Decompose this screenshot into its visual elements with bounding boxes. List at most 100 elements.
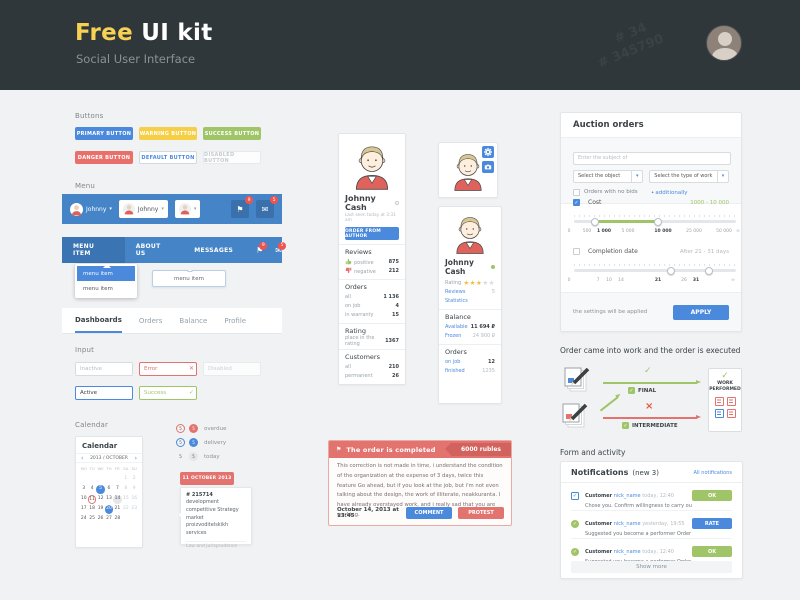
calendar-day[interactable]: 24	[80, 516, 87, 522]
user-menu[interactable]: Johnny ▾	[70, 202, 112, 216]
calendar-day[interactable]: 25	[89, 516, 95, 522]
slider-handle-min[interactable]	[667, 266, 675, 275]
menu-item-messages[interactable]: MESSAGES	[194, 246, 234, 254]
calendar-day-selected[interactable]: 20	[104, 505, 114, 514]
user-menu-chip[interactable]: Johnny ▾	[118, 200, 168, 218]
date-scale-tick: 0	[567, 278, 571, 283]
warning-button[interactable]: WARNING BUTTON	[139, 127, 197, 140]
subject-input[interactable]	[573, 151, 731, 165]
calendar-day[interactable]: 23	[131, 506, 138, 512]
menu-item-active[interactable]: MENU ITEM	[62, 237, 125, 263]
calendar-prev-button[interactable]: ‹	[81, 454, 84, 462]
completion-date-checkbox[interactable]	[573, 248, 580, 255]
calendar-day[interactable]: 13	[106, 496, 112, 502]
calendar-day[interactable]: 3	[82, 485, 86, 491]
calendar-day-today[interactable]: 14	[113, 495, 122, 504]
calendar-day[interactable]: 7	[115, 485, 119, 491]
show-more-button[interactable]: Show more	[571, 561, 732, 573]
calendar-day[interactable]: 12	[97, 496, 104, 502]
slider-handle-min[interactable]	[591, 217, 599, 226]
all-notifications-link[interactable]: All notifications	[693, 469, 732, 476]
document-pencil-icon	[564, 367, 590, 392]
tab-profile[interactable]: Profile	[224, 316, 247, 325]
messages-button[interactable]: ✉ 5	[275, 241, 286, 255]
nick-link[interactable]: nick_name	[613, 521, 641, 528]
calendar-day[interactable]: 19	[97, 506, 104, 512]
rate-button[interactable]: RATE	[692, 518, 732, 529]
chevron-down-icon: ▾	[161, 205, 164, 212]
calendar-day[interactable]: 9	[132, 485, 136, 491]
slider-handle-max[interactable]	[654, 217, 662, 226]
success-button[interactable]: SUCCESS BUTTON	[203, 127, 261, 140]
notification-text: Chose you. Confirm willingness to carry …	[585, 502, 692, 509]
nick-link[interactable]: nick_name	[613, 549, 641, 556]
tab-dashboards[interactable]: Dashboards	[75, 308, 122, 333]
tab-orders[interactable]: Orders	[138, 316, 163, 325]
object-select[interactable]: Select the object ▾	[573, 169, 644, 183]
ok-button[interactable]: OK	[692, 490, 732, 501]
calendar-day-overdue[interactable]: 11	[87, 495, 97, 504]
calendar-day[interactable]: 4	[90, 485, 94, 491]
primary-button[interactable]: PRIMARY BUTTON	[75, 127, 133, 140]
error-input[interactable]	[139, 362, 197, 376]
legend-row-overdue: 5 5 overdue	[176, 424, 227, 433]
calendar-day[interactable]: 6	[107, 485, 111, 491]
dropdown-item[interactable]: menu item	[83, 285, 113, 292]
inactive-input[interactable]	[75, 362, 133, 376]
messages-button[interactable]: ✉ 5	[256, 196, 278, 218]
nick-link[interactable]: nick_name	[613, 493, 641, 500]
error-icon: ✕	[189, 365, 195, 372]
danger-button[interactable]: DANGER BUTTON	[75, 151, 133, 164]
calendar-day-selected[interactable]: 5	[96, 484, 105, 494]
intermediate-label-row: ✓ INTERMEDIATE	[622, 422, 678, 429]
user-avatar[interactable]	[706, 25, 742, 61]
online-dot-icon	[491, 265, 495, 269]
dropdown-item-selected[interactable]: menu item	[77, 266, 135, 281]
calendar-day[interactable]: 8	[124, 485, 128, 491]
available-link[interactable]: Available	[445, 323, 468, 330]
additionally-link[interactable]: ▴ additionally	[651, 188, 688, 196]
active-input[interactable]	[75, 386, 133, 400]
calendar-day[interactable]: 15	[123, 496, 129, 502]
change-photo-button[interactable]	[482, 161, 494, 173]
success-input[interactable]	[139, 386, 197, 400]
calendar-day[interactable]: 2	[132, 475, 136, 481]
order-from-author-button[interactable]: ORDER FROM AUTHOR	[345, 227, 399, 240]
calendar-next-button[interactable]: ›	[134, 454, 137, 462]
tab-balance[interactable]: Balance	[179, 316, 208, 325]
notifications-button[interactable]: ⚑ 9	[256, 241, 268, 255]
cost-checkbox[interactable]: ✓	[573, 199, 580, 206]
slider-handle-max[interactable]	[705, 266, 713, 275]
ok-button[interactable]: OK	[692, 546, 732, 557]
calendar-day[interactable]: 27	[106, 516, 112, 522]
calendar-day[interactable]: 18	[89, 506, 95, 512]
calendar-day[interactable]: 10	[80, 496, 87, 502]
protest-button[interactable]: PROTEST	[458, 507, 504, 519]
calendar-day[interactable]: 28	[114, 516, 121, 522]
avatar-menu-chip[interactable]: ▾	[174, 200, 201, 218]
legend-label: today	[204, 453, 220, 460]
calendar-day[interactable]: 17	[80, 506, 87, 512]
settings-button[interactable]	[482, 146, 494, 158]
apply-button[interactable]: APPLY	[673, 304, 729, 320]
default-button[interactable]: DEFAULT BUTTON	[139, 151, 197, 164]
finished-link[interactable]: finished	[445, 367, 465, 374]
work-type-select[interactable]: Select the type of work ▾	[649, 169, 729, 183]
calendar-day[interactable]: 22	[122, 506, 129, 512]
statistics-link[interactable]: Statistics	[445, 297, 468, 304]
reviews-link[interactable]: Reviews	[445, 288, 466, 295]
comment-button[interactable]: COMMENT	[406, 507, 452, 519]
notification-item: ✓ Customer nick_name today, 12:40 Chose …	[561, 482, 742, 509]
on-job-link[interactable]: on job	[445, 358, 461, 365]
calendar-day[interactable]: 26	[97, 516, 104, 522]
date-slider[interactable]	[574, 266, 736, 275]
calendar-day[interactable]: 21	[114, 506, 121, 512]
frozen-link[interactable]: Frozen	[445, 332, 462, 339]
calendar-day[interactable]: 1	[124, 475, 128, 481]
calendar-day[interactable]: 16	[131, 496, 138, 502]
cost-slider[interactable]	[574, 217, 736, 226]
menu-item-about[interactable]: ABOUT US	[135, 243, 161, 257]
customers-title: Customers	[345, 353, 380, 361]
notifications-button[interactable]: ⚑ 9	[231, 196, 253, 218]
no-bids-checkbox[interactable]	[573, 188, 580, 196]
